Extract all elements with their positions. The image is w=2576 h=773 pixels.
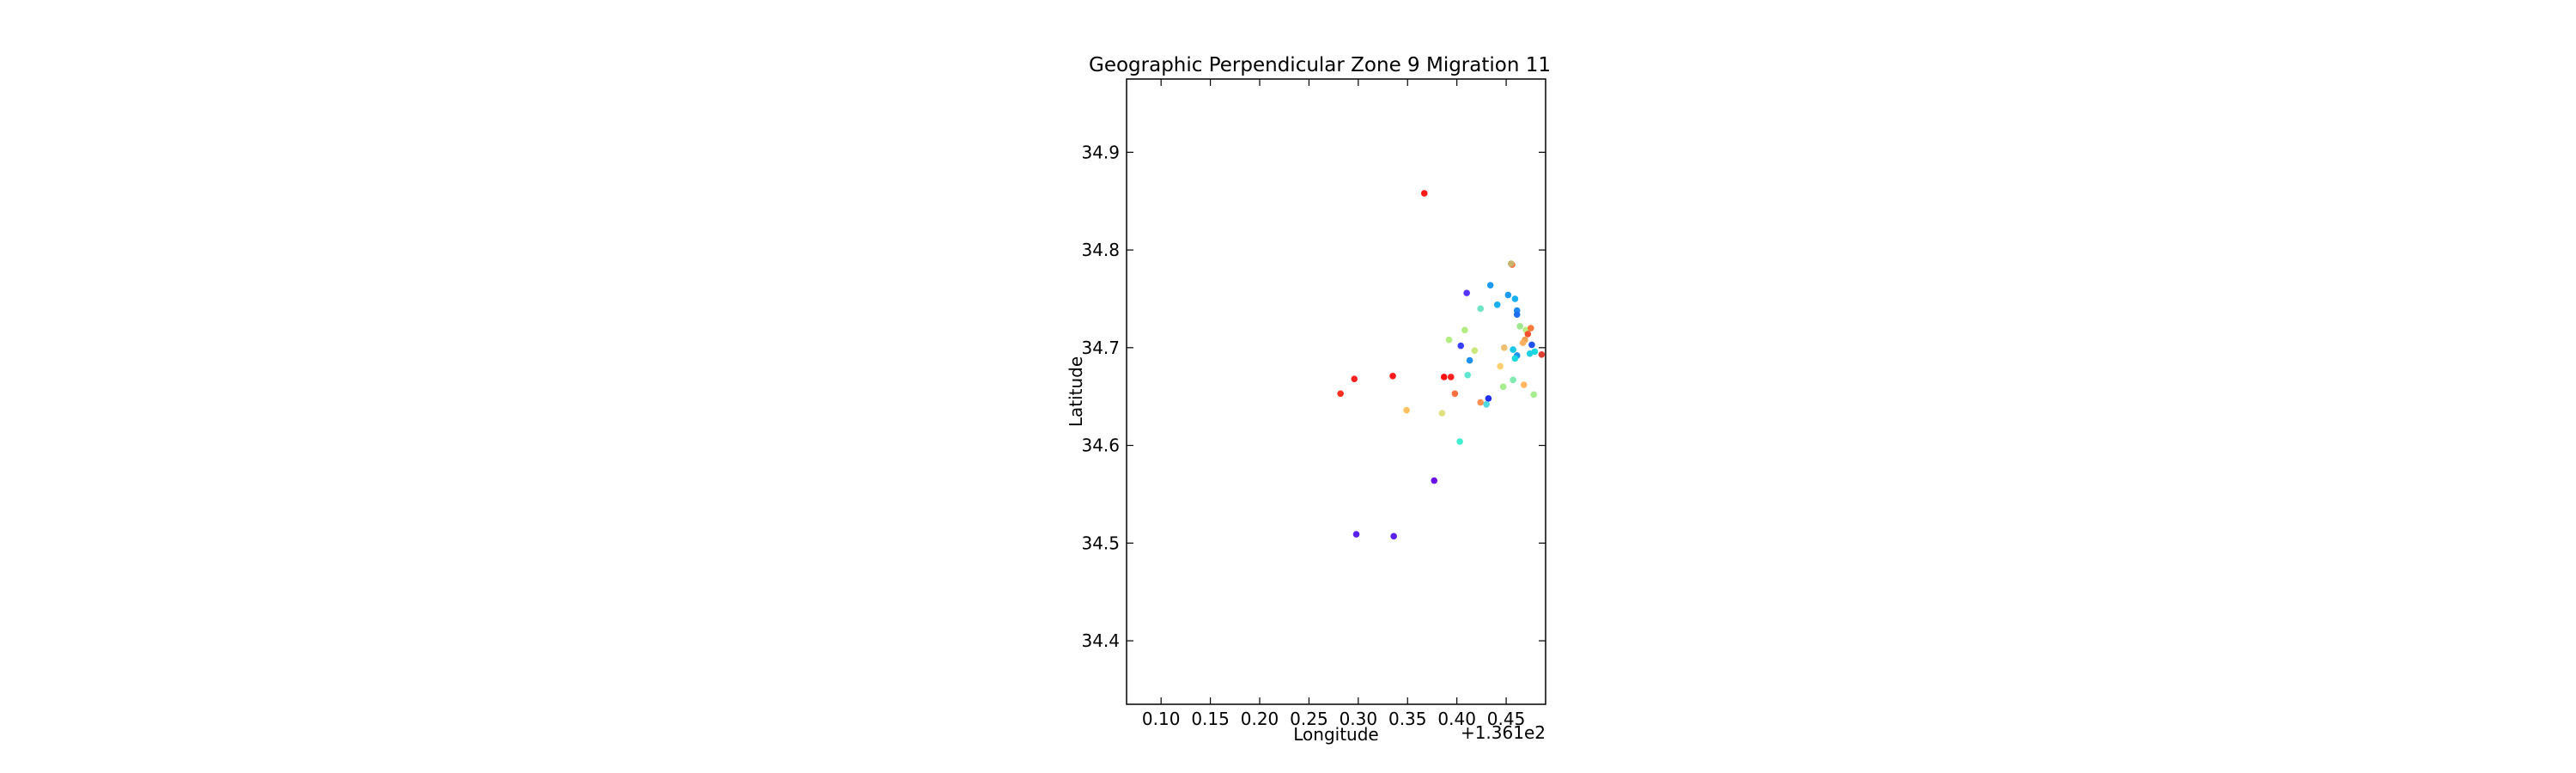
data-point bbox=[1511, 355, 1519, 362]
y-tick-label: 34.4 bbox=[1081, 630, 1120, 651]
data-point bbox=[1390, 533, 1397, 540]
data-point bbox=[1530, 391, 1538, 399]
data-point bbox=[1485, 395, 1492, 402]
data-point bbox=[1519, 339, 1527, 346]
data-point bbox=[1471, 347, 1479, 355]
data-point bbox=[1500, 344, 1508, 351]
data-point bbox=[1457, 342, 1465, 350]
data-point bbox=[1510, 376, 1516, 384]
data-point bbox=[1504, 291, 1512, 299]
data-point bbox=[1456, 438, 1463, 445]
data-point bbox=[1538, 350, 1546, 358]
x-axis: 0.10 0.15 0.20 0.25 0.30 0.35 0.40 0.45 bbox=[1142, 79, 1525, 729]
data-point bbox=[1431, 477, 1438, 484]
data-point bbox=[1466, 356, 1473, 364]
data-point bbox=[1508, 260, 1515, 267]
x-axis-offset-label: +1.361e2 bbox=[1461, 722, 1546, 743]
y-tick-label: 34.9 bbox=[1081, 142, 1120, 162]
data-point bbox=[1403, 406, 1410, 414]
data-point bbox=[1483, 400, 1490, 408]
data-point bbox=[1337, 390, 1344, 398]
data-points bbox=[1337, 190, 1546, 540]
data-point bbox=[1440, 374, 1448, 380]
data-point bbox=[1499, 383, 1507, 391]
x-tick-label: 0.35 bbox=[1388, 709, 1427, 729]
data-point bbox=[1389, 373, 1396, 380]
y-axis: 34.4 34.5 34.6 34.7 34.8 34.9 bbox=[1081, 142, 1546, 651]
data-point bbox=[1493, 301, 1501, 308]
y-tick-label: 34.5 bbox=[1081, 533, 1120, 553]
y-tick-label: 34.7 bbox=[1081, 338, 1120, 358]
x-tick-label: 0.30 bbox=[1340, 709, 1378, 729]
data-point bbox=[1477, 305, 1485, 313]
data-point bbox=[1516, 322, 1523, 330]
x-tick-label: 0.15 bbox=[1191, 709, 1230, 729]
data-point bbox=[1486, 282, 1494, 289]
data-point bbox=[1511, 295, 1519, 302]
y-tick-label: 34.8 bbox=[1081, 240, 1120, 260]
y-axis-label: Latitude bbox=[1066, 356, 1086, 427]
data-point bbox=[1524, 331, 1532, 338]
data-point bbox=[1461, 326, 1468, 334]
data-point bbox=[1438, 410, 1446, 417]
x-tick-label: 0.45 bbox=[1487, 709, 1526, 729]
x-tick-label: 0.20 bbox=[1241, 709, 1279, 729]
data-point bbox=[1513, 311, 1521, 318]
data-point bbox=[1451, 390, 1459, 398]
data-point bbox=[1464, 371, 1472, 379]
data-point bbox=[1527, 325, 1534, 332]
data-point bbox=[1420, 190, 1428, 197]
plot-area bbox=[1126, 78, 1546, 705]
y-tick-label: 34.6 bbox=[1081, 435, 1120, 456]
data-point bbox=[1497, 362, 1504, 370]
data-point bbox=[1447, 374, 1455, 380]
x-tick-label: 0.40 bbox=[1437, 709, 1476, 729]
data-point bbox=[1528, 341, 1535, 349]
data-point bbox=[1526, 350, 1534, 357]
data-point bbox=[1445, 336, 1453, 344]
data-point bbox=[1352, 531, 1360, 538]
data-point bbox=[1531, 348, 1539, 356]
data-point bbox=[1463, 289, 1470, 296]
x-tick-label: 0.10 bbox=[1142, 709, 1181, 729]
chart-title: Geographic Perpendicular Zone 9 Migratio… bbox=[1089, 54, 1551, 76]
data-point bbox=[1351, 375, 1358, 383]
data-point bbox=[1477, 399, 1485, 406]
x-tick-label: 0.25 bbox=[1290, 709, 1328, 729]
x-axis-label: Longitude bbox=[1293, 724, 1378, 745]
data-point bbox=[1510, 346, 1516, 353]
data-point bbox=[1520, 381, 1528, 388]
